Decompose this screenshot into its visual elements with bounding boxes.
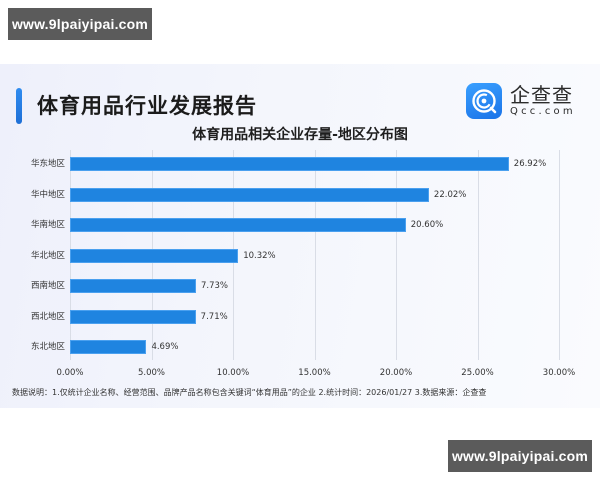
bar-value-label: 22.02% bbox=[433, 189, 467, 200]
bar-value-label: 4.69% bbox=[151, 342, 179, 352]
x-tick-label: 0.00% bbox=[56, 368, 84, 378]
report-card: 体育用品行业发展报告 企查查 Qcc.com 体育用品相关企业存量-地区分布图 … bbox=[0, 64, 600, 408]
report-title: 体育用品行业发展报告 bbox=[37, 94, 257, 118]
logo-text-en: Qcc.com bbox=[510, 106, 576, 117]
bar bbox=[70, 248, 239, 263]
gridline bbox=[477, 150, 479, 360]
qcc-logo-icon bbox=[466, 83, 502, 119]
bar bbox=[70, 157, 509, 171]
bar-row: 22.02% bbox=[70, 187, 467, 202]
title-accent-bar bbox=[16, 88, 22, 124]
bar bbox=[70, 279, 196, 293]
gridline bbox=[396, 150, 397, 360]
bar-row: 10.32% bbox=[70, 248, 276, 263]
bar-value-label: 20.60% bbox=[410, 220, 444, 230]
bar-chart-plot: 26.92% 22.02% 20.60% 10.32% 7.73% 7.71% 4.69% bbox=[70, 150, 560, 360]
bar-value-label: 10.32% bbox=[243, 250, 276, 261]
category-label: 华东地区 bbox=[30, 159, 65, 169]
bar-row: 4.69% bbox=[70, 340, 178, 354]
bar-row: 26.92% bbox=[70, 157, 546, 171]
category-label: 西北地区 bbox=[30, 311, 65, 322]
x-tick-label: 5.00% bbox=[137, 368, 166, 378]
gridline bbox=[314, 150, 316, 360]
x-tick-label: 20.00% bbox=[379, 368, 413, 378]
data-footnote: 数据说明：1.仅统计企业名称、经营范围、品牌产品名称包含关键词“体育用品”的企业… bbox=[12, 388, 487, 397]
bar bbox=[70, 309, 196, 324]
category-label: 东北地区 bbox=[30, 342, 65, 352]
chart-title: 体育用品相关企业存量-地区分布图 bbox=[192, 127, 408, 143]
watermark-top: www.9lpaiyipai.com bbox=[8, 8, 152, 40]
qcc-logo: 企查查 Qcc.com bbox=[466, 83, 576, 119]
bar-row: 7.73% bbox=[70, 279, 228, 293]
x-tick-label: 30.00% bbox=[542, 368, 576, 378]
bar-value-label: 26.92% bbox=[513, 159, 547, 169]
x-tick-label: 15.00% bbox=[298, 368, 331, 378]
bar-row: 7.71% bbox=[70, 309, 228, 324]
bar bbox=[70, 340, 147, 354]
x-tick-label: 10.00% bbox=[216, 368, 250, 378]
logo-text-cn: 企查查 bbox=[510, 83, 573, 107]
category-label: 西南地区 bbox=[30, 281, 65, 291]
bar bbox=[70, 187, 429, 202]
bar-row: 20.60% bbox=[70, 218, 443, 232]
bar-value-label: 7.71% bbox=[200, 311, 228, 322]
gridline bbox=[559, 150, 560, 360]
category-label: 华中地区 bbox=[30, 189, 65, 200]
category-label: 华南地区 bbox=[30, 220, 65, 230]
category-label: 华北地区 bbox=[30, 250, 65, 261]
x-tick-label: 25.00% bbox=[461, 368, 494, 378]
watermark-bottom: www.9lpaiyipai.com bbox=[448, 440, 592, 472]
bar-value-label: 7.73% bbox=[200, 281, 228, 291]
bar bbox=[70, 218, 406, 232]
